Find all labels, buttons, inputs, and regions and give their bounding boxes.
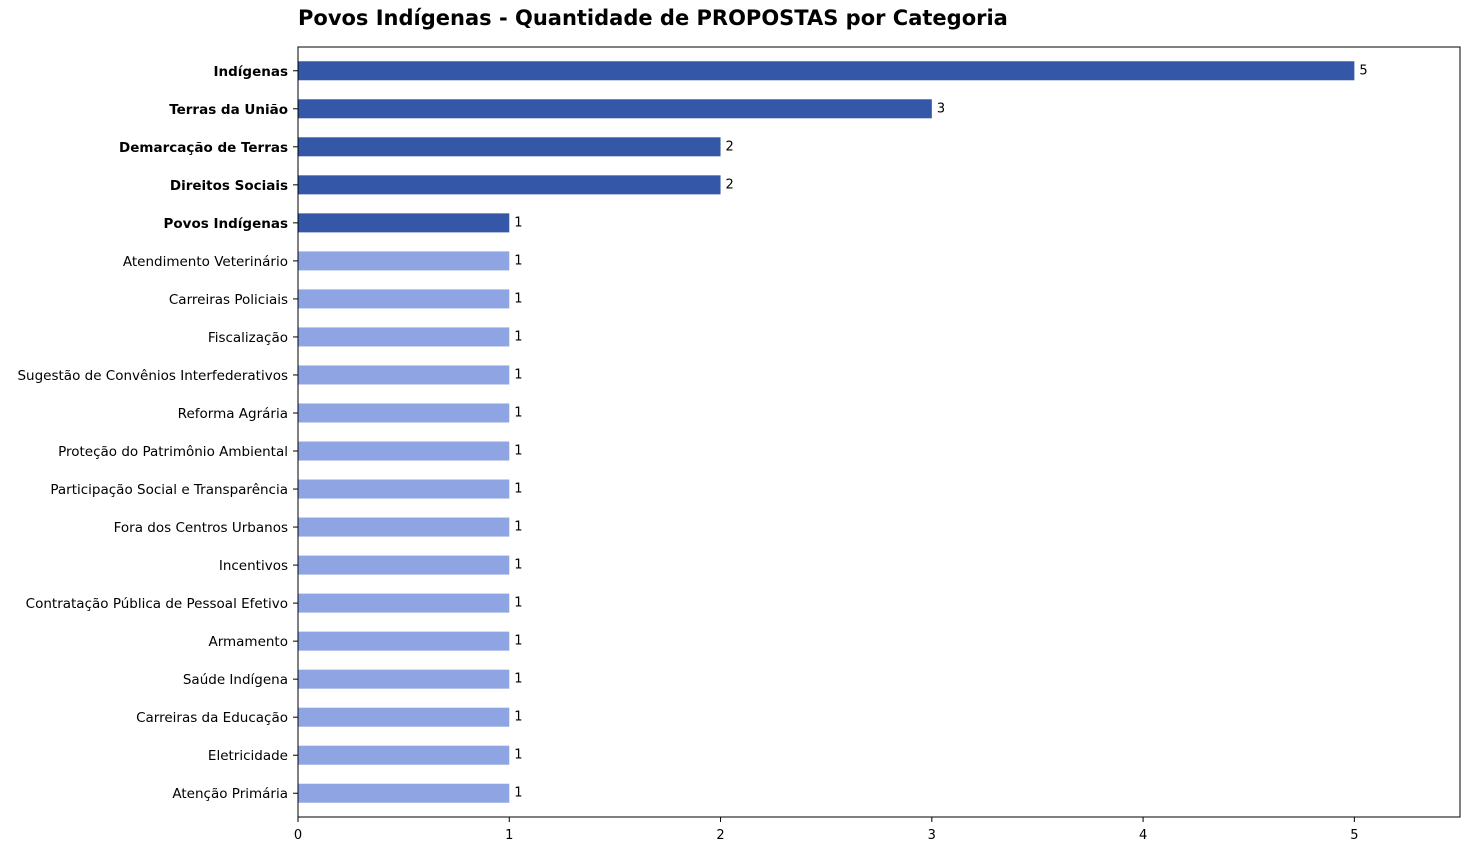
- bar: [298, 175, 721, 195]
- bar: [298, 289, 510, 309]
- bar-value-label: 1: [514, 367, 522, 382]
- bar-value-label: 1: [514, 710, 522, 725]
- category-label: Saúde Indígena: [183, 672, 288, 688]
- category-label: Sugestão de Convênios Interfederativos: [17, 368, 288, 384]
- category-label: Fiscalização: [208, 330, 288, 346]
- bar: [298, 669, 510, 689]
- bar-value-label: 5: [1359, 63, 1367, 78]
- category-label: Demarcação de Terras: [119, 140, 288, 156]
- bar: [298, 137, 721, 157]
- bar-value-label: 1: [514, 634, 522, 649]
- category-label: Incentivos: [219, 558, 288, 574]
- category-label: Carreiras Policiais: [169, 292, 288, 308]
- bar-value-label: 1: [514, 444, 522, 459]
- bar: [298, 327, 510, 347]
- chart-title: Povos Indígenas - Quantidade de PROPOSTA…: [298, 6, 1008, 30]
- bar-value-label: 1: [514, 482, 522, 497]
- category-label: Fora dos Centros Urbanos: [114, 520, 288, 536]
- bar: [298, 517, 510, 537]
- x-tick-label: 3: [928, 828, 936, 843]
- bar: [298, 707, 510, 727]
- category-label: Terras da União: [169, 102, 288, 118]
- bar-value-label: 1: [514, 329, 522, 344]
- bar-value-label: 1: [514, 520, 522, 535]
- value-labels-group: 5 3 2 2 1 1 1 1 1 1 1 1 1 1 1 1 1 1 1 1: [514, 63, 1367, 800]
- bar: [298, 441, 510, 461]
- x-axis: 0 1 2 3 4 5: [293, 70, 1359, 843]
- category-label: Participação Social e Transparência: [50, 482, 288, 498]
- bar-value-label: 1: [514, 291, 522, 306]
- bar: [298, 403, 510, 423]
- category-label: Direitos Sociais: [170, 178, 288, 194]
- category-label: Reforma Agrária: [178, 406, 288, 422]
- category-label: Carreiras da Educação: [136, 710, 288, 726]
- bar: [298, 593, 510, 613]
- bar-value-label: 3: [937, 101, 945, 116]
- bar-value-label: 1: [514, 558, 522, 573]
- bar: [298, 99, 932, 119]
- category-label: Eletricidade: [208, 748, 288, 764]
- x-tick-label: 5: [1350, 828, 1358, 843]
- category-label: Povos Indígenas: [164, 216, 288, 232]
- bar-value-label: 2: [726, 177, 734, 192]
- bar: [298, 745, 510, 765]
- category-label: Indígenas: [213, 64, 288, 80]
- bars-group: [298, 61, 1355, 803]
- bar: [298, 555, 510, 575]
- bar: [298, 479, 510, 499]
- bar-value-label: 2: [726, 139, 734, 154]
- bar-value-label: 1: [514, 748, 522, 763]
- bar: [298, 61, 1355, 81]
- bar-value-label: 1: [514, 215, 522, 230]
- plot-frame: [297, 46, 1461, 818]
- bar-value-label: 1: [514, 672, 522, 687]
- category-label: Atenção Primária: [172, 786, 288, 802]
- category-label: Atendimento Veterinário: [123, 254, 288, 270]
- category-label: Proteção do Patrimônio Ambiental: [58, 444, 288, 460]
- category-labels-group: Indígenas Terras da União Demarcação de Te…: [17, 64, 288, 802]
- bar: [298, 251, 510, 271]
- bar: [298, 631, 510, 651]
- bar: [298, 365, 510, 385]
- bar-value-label: 1: [514, 405, 522, 420]
- category-label: Contratação Pública de Pessoal Efetivo: [26, 596, 288, 612]
- bar: [298, 213, 510, 233]
- x-tick-label: 1: [505, 828, 513, 843]
- bar-value-label: 1: [514, 253, 522, 268]
- x-tick-label: 2: [716, 828, 724, 843]
- bar: [298, 783, 510, 803]
- bar-value-label: 1: [514, 596, 522, 611]
- category-label: Armamento: [208, 634, 288, 650]
- x-tick-label: 4: [1139, 828, 1147, 843]
- bar-value-label: 1: [514, 786, 522, 801]
- x-tick-label: 0: [294, 828, 302, 843]
